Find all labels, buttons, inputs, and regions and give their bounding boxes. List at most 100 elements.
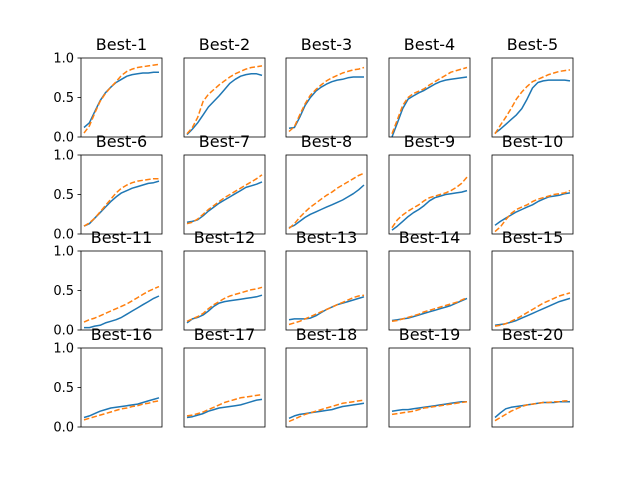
series-line-solid xyxy=(494,192,571,226)
y-tick-label: 0.5 xyxy=(53,381,74,396)
y-tick-label: 0.5 xyxy=(53,91,74,106)
panel-12: Best-12 xyxy=(183,228,266,331)
series-line-dashed xyxy=(83,285,160,323)
panel-frame xyxy=(285,250,368,331)
panel-title: Best-9 xyxy=(404,132,455,151)
panel-title: Best-8 xyxy=(301,132,352,151)
series-line-dashed xyxy=(186,174,263,225)
panel-8: Best-8 xyxy=(285,132,368,235)
y-tick-label: 0.5 xyxy=(53,284,74,299)
series-line-dashed xyxy=(391,66,468,135)
panel-title: Best-16 xyxy=(91,325,153,344)
series-line-dashed xyxy=(288,399,365,423)
panel-4: Best-4 xyxy=(388,35,471,138)
series-line-dashed xyxy=(288,294,365,326)
panel-frame xyxy=(491,57,574,138)
panel-16: Best-16 0.0 0.5 1.0 xyxy=(53,325,163,436)
series-line-solid xyxy=(288,76,364,130)
y-tick-label: 0.0 xyxy=(53,421,74,436)
panel-frame xyxy=(388,250,471,331)
panel-frame xyxy=(388,347,471,428)
panel-frame xyxy=(80,347,163,428)
panel-7: Best-7 xyxy=(183,132,266,235)
series-line-solid xyxy=(83,397,160,419)
series-line-dashed xyxy=(494,400,570,422)
panel-frame xyxy=(388,57,471,138)
panel-14: Best-14 xyxy=(388,228,471,331)
series-line-dashed xyxy=(186,286,263,322)
panel-13: Best-13 xyxy=(285,228,368,331)
y-tick-label: 0.0 xyxy=(53,131,74,146)
series-line-dashed xyxy=(288,66,365,133)
y-tick-label: 1.0 xyxy=(53,342,74,357)
series-line-dashed xyxy=(186,393,263,417)
panel-title: Best-20 xyxy=(502,325,564,344)
panel-title: Best-4 xyxy=(404,35,455,54)
panel-frame xyxy=(80,57,163,138)
y-tick-label: 1.0 xyxy=(53,245,74,260)
series-line-dashed xyxy=(391,400,468,416)
panel-title: Best-5 xyxy=(507,35,558,54)
series-line-solid xyxy=(494,297,571,327)
panel-title: Best-2 xyxy=(199,35,250,54)
panel-title: Best-19 xyxy=(399,325,461,344)
panel-title: Best-13 xyxy=(296,228,358,247)
panel-6: Best-6 0.0 0.5 1.0 xyxy=(53,132,163,243)
panel-frame xyxy=(491,154,574,235)
series-line-solid xyxy=(391,76,468,138)
series-line-solid xyxy=(288,402,365,419)
panel-9: Best-9 xyxy=(388,132,471,235)
series-line-dashed xyxy=(186,65,263,135)
series-line-dashed xyxy=(288,172,365,230)
panel-title: Best-17 xyxy=(194,325,256,344)
panel-frame xyxy=(491,250,574,331)
series-line-dashed xyxy=(83,400,160,421)
series-line-solid xyxy=(186,181,263,223)
panel-frame xyxy=(80,154,163,235)
panel-frame xyxy=(183,57,266,138)
panel-frame xyxy=(285,154,368,235)
y-tick-label: 0.0 xyxy=(53,228,74,243)
series-line-solid xyxy=(84,295,160,329)
panel-20: Best-20 xyxy=(491,325,574,428)
panel-15: Best-15 xyxy=(491,228,574,331)
series-line-solid xyxy=(391,297,468,322)
panel-3: Best-3 xyxy=(285,35,368,138)
panel-18: Best-18 xyxy=(285,325,368,428)
panel-1: Best-1 0.0 0.5 1.0 xyxy=(53,35,163,146)
series-line-solid xyxy=(186,294,263,324)
panel-frame xyxy=(183,154,266,235)
panel-5: Best-5 xyxy=(491,35,574,138)
series-line-solid xyxy=(83,71,159,129)
series-line-dashed xyxy=(83,63,160,134)
panel-title: Best-11 xyxy=(91,228,153,247)
panel-2: Best-2 xyxy=(183,35,266,138)
panel-10: Best-10 xyxy=(491,132,574,235)
series-line-solid xyxy=(391,189,468,231)
panel-frame xyxy=(285,347,368,428)
series-line-solid xyxy=(186,398,263,419)
panel-frame xyxy=(183,347,266,428)
panel-title: Best-18 xyxy=(296,325,358,344)
panel-frame xyxy=(388,154,471,235)
panel-title: Best-6 xyxy=(96,132,147,151)
series-line-solid xyxy=(288,296,365,321)
panel-frame xyxy=(183,250,266,331)
series-line-solid xyxy=(391,400,467,412)
series-line-dashed xyxy=(494,292,571,327)
panel-frame xyxy=(285,57,368,138)
panel-19: Best-19 xyxy=(388,325,471,428)
series-line-solid xyxy=(186,73,263,136)
series-line-solid xyxy=(83,180,160,227)
panel-11: Best-11 0.0 0.5 1.0 xyxy=(53,228,163,339)
series-line-dashed xyxy=(83,177,159,227)
panel-title: Best-7 xyxy=(199,132,250,151)
y-tick-label: 0.0 xyxy=(53,324,74,339)
panel-title: Best-12 xyxy=(194,228,256,247)
series-line-solid xyxy=(494,79,571,134)
series-line-dashed xyxy=(391,296,468,323)
panel-frame xyxy=(491,347,574,428)
series-line-solid xyxy=(288,184,365,229)
y-tick-label: 1.0 xyxy=(53,149,74,164)
